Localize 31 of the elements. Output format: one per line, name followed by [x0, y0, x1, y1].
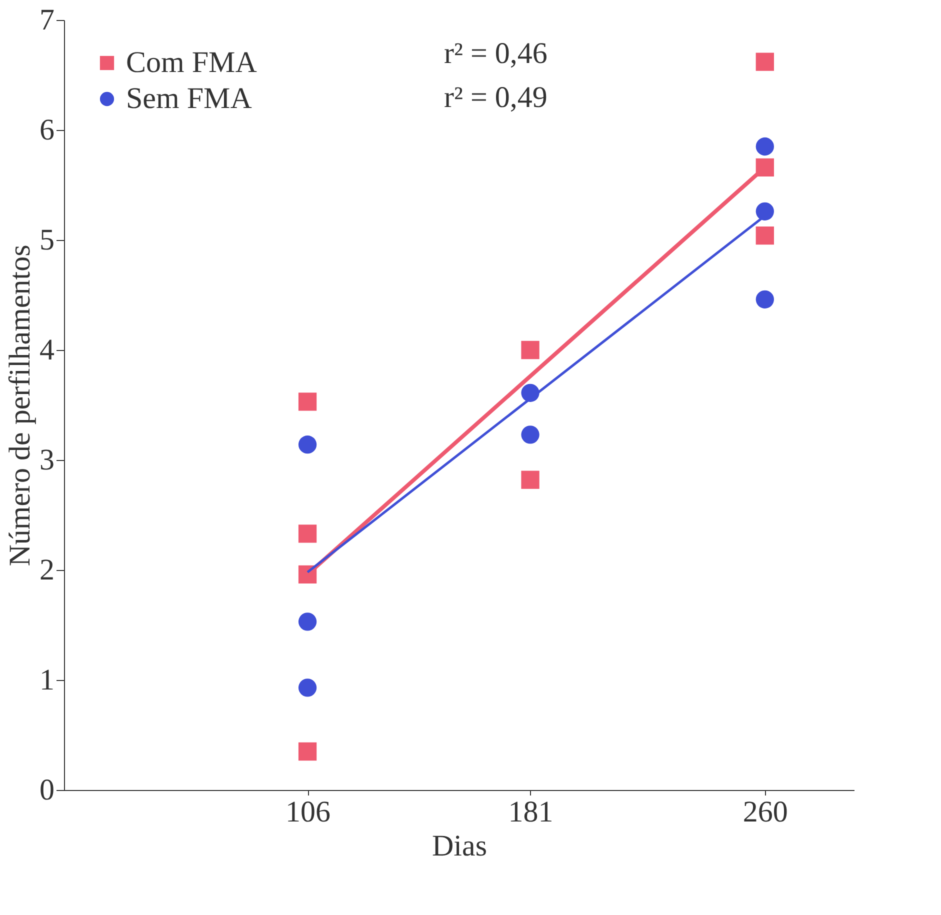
point — [298, 436, 317, 454]
point — [521, 470, 540, 489]
point — [298, 392, 317, 411]
legend-label: Com FMA — [126, 46, 258, 79]
y-tick-label: 6 — [40, 114, 54, 146]
y-tick-label: 5 — [40, 224, 54, 256]
point — [756, 226, 774, 245]
x-tick-label: 106 — [286, 796, 331, 828]
y-tick-label: 0 — [40, 774, 54, 806]
annotation: r² = 0,46 — [444, 37, 548, 70]
legend-label: Sem FMA — [126, 82, 252, 115]
point — [756, 290, 774, 308]
point — [298, 524, 317, 543]
point — [756, 137, 774, 156]
point — [756, 202, 774, 220]
y-axis-title: Número de perfilhamentos — [4, 244, 36, 566]
point — [756, 52, 774, 71]
y-tick-label: 2 — [40, 554, 54, 586]
point — [298, 678, 317, 697]
x-tick-label: 260 — [742, 796, 788, 828]
x-axis-title: Dias — [432, 830, 487, 862]
point — [521, 426, 540, 444]
y-tick-label: 4 — [40, 334, 54, 366]
annotation: r² = 0,49 — [444, 81, 548, 114]
x-tick-label: 181 — [508, 796, 554, 828]
point — [298, 742, 317, 761]
y-tick-label: 1 — [40, 664, 54, 696]
y-tick-label: 7 — [40, 4, 54, 36]
point — [298, 612, 317, 631]
y-tick-label: 3 — [40, 444, 54, 476]
point — [521, 340, 540, 360]
